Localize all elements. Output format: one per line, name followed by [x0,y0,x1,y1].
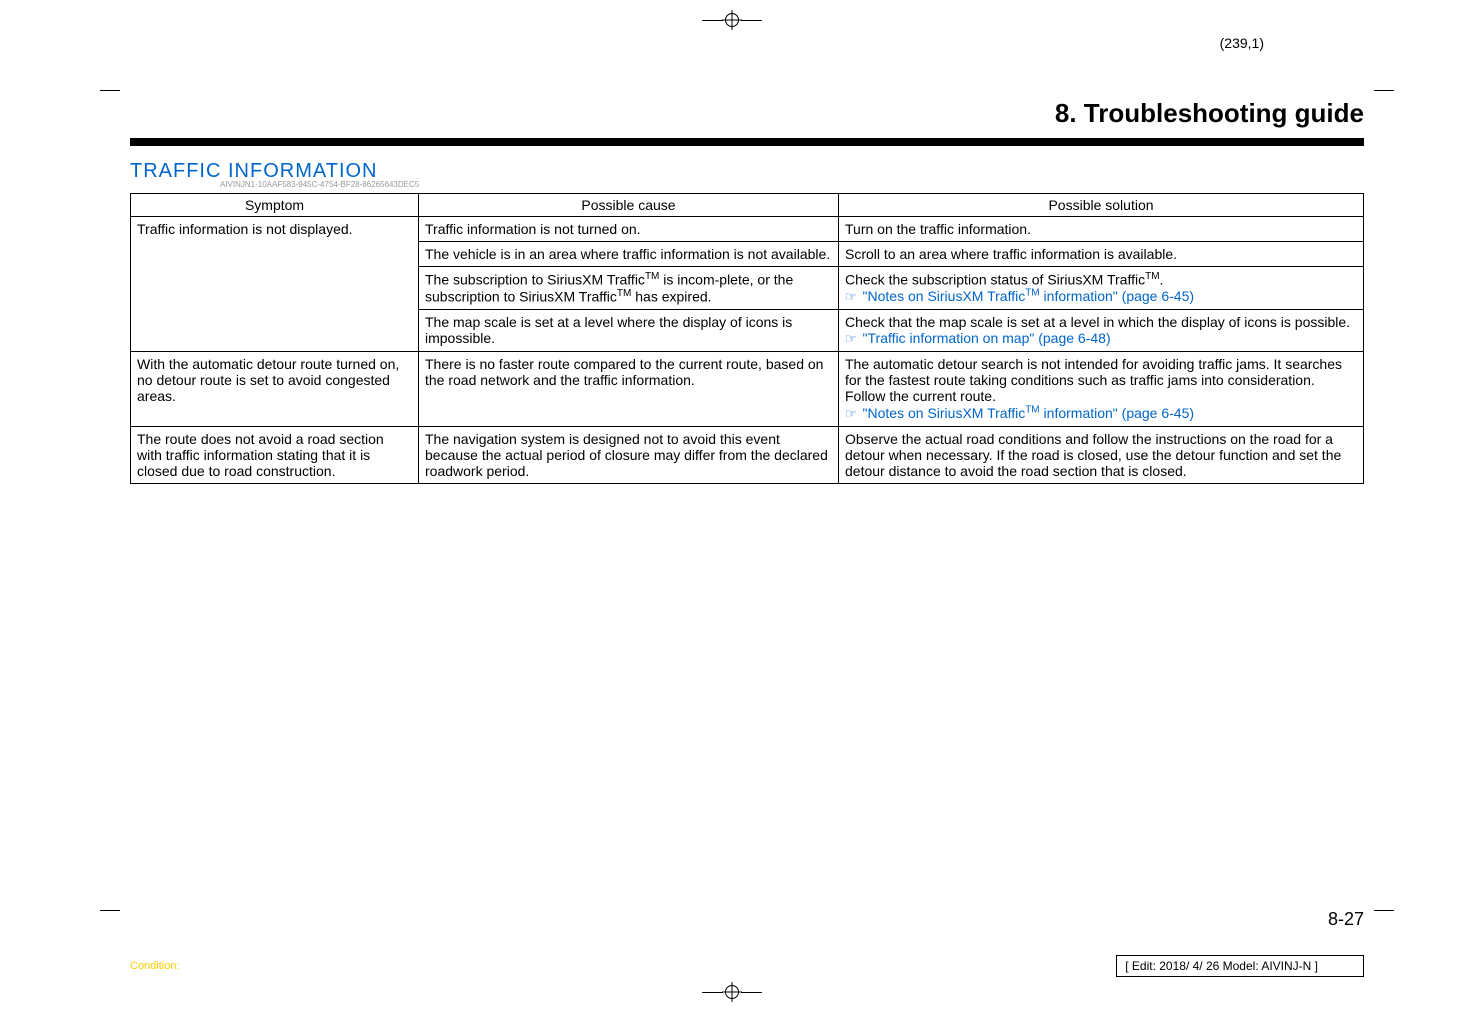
cell-symptom: With the automatic detour route turned o… [131,352,419,427]
header-solution: Possible solution [839,194,1364,217]
condition-label: Condition: [130,960,180,972]
reference-icon: ☞ [845,406,857,422]
page-title: 8. Troubleshooting guide [1055,98,1364,129]
cell-solution: The automatic detour search is not inten… [839,352,1364,427]
page-number: 8-27 [1328,909,1364,930]
cell-solution: Scroll to an area where traffic informat… [839,242,1364,267]
page-coordinates: (239,1) [1220,35,1264,51]
edit-info-box: [ Edit: 2018/ 4/ 26 Model: AIVINJ-N ] [1116,955,1364,977]
crop-mark [100,90,120,91]
crop-mark [1374,90,1394,91]
print-registration-bottom [702,982,762,1002]
section-guid: AIVINJN1-10AAF583-945C-4754-BF28-8626564… [220,180,419,189]
print-registration-top [702,10,762,30]
cell-solution: Turn on the traffic information. [839,217,1364,242]
reference-icon: ☞ [845,331,857,347]
table-row: Traffic information is not displayed. Tr… [131,217,1364,242]
cell-solution: Check that the map scale is set at a lev… [839,310,1364,352]
cell-solution: Observe the actual road conditions and f… [839,426,1364,483]
table-row: The route does not avoid a road section … [131,426,1364,483]
cell-cause: Traffic information is not turned on. [419,217,839,242]
cell-symptom: Traffic information is not displayed. [131,217,419,352]
cell-solution: Check the subscription status of SiriusX… [839,267,1364,310]
cell-symptom: The route does not avoid a road section … [131,426,419,483]
header-cause: Possible cause [419,194,839,217]
cell-cause: The vehicle is in an area where traffic … [419,242,839,267]
header-symptom: Symptom [131,194,419,217]
cell-cause: The map scale is set at a level where th… [419,310,839,352]
cell-cause: The navigation system is designed not to… [419,426,839,483]
title-bar [130,138,1364,146]
table-header-row: Symptom Possible cause Possible solution [131,194,1364,217]
cell-cause: There is no faster route compared to the… [419,352,839,427]
crop-mark [1374,910,1394,911]
crop-mark [100,910,120,911]
troubleshooting-table: Symptom Possible cause Possible solution… [130,193,1364,484]
reference-icon: ☞ [845,289,857,305]
cell-cause: The subscription to SiriusXM TrafficTM i… [419,267,839,310]
table-row: With the automatic detour route turned o… [131,352,1364,427]
